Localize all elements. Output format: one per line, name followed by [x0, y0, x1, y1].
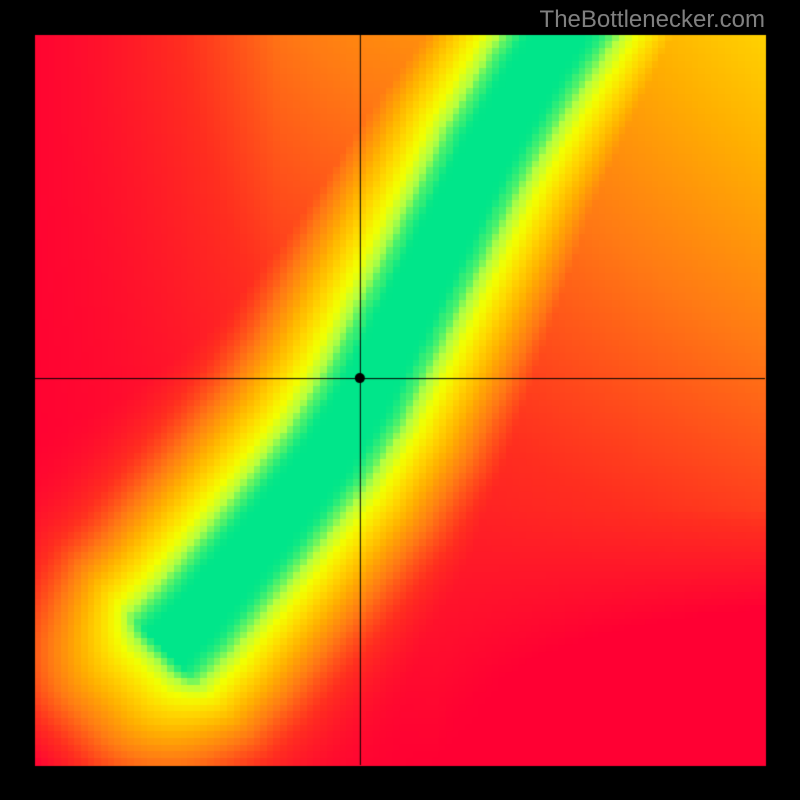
watermark-text: TheBottlenecker.com — [540, 6, 765, 34]
heatmap-canvas — [0, 0, 800, 800]
chart-container: TheBottlenecker.com — [0, 0, 800, 800]
